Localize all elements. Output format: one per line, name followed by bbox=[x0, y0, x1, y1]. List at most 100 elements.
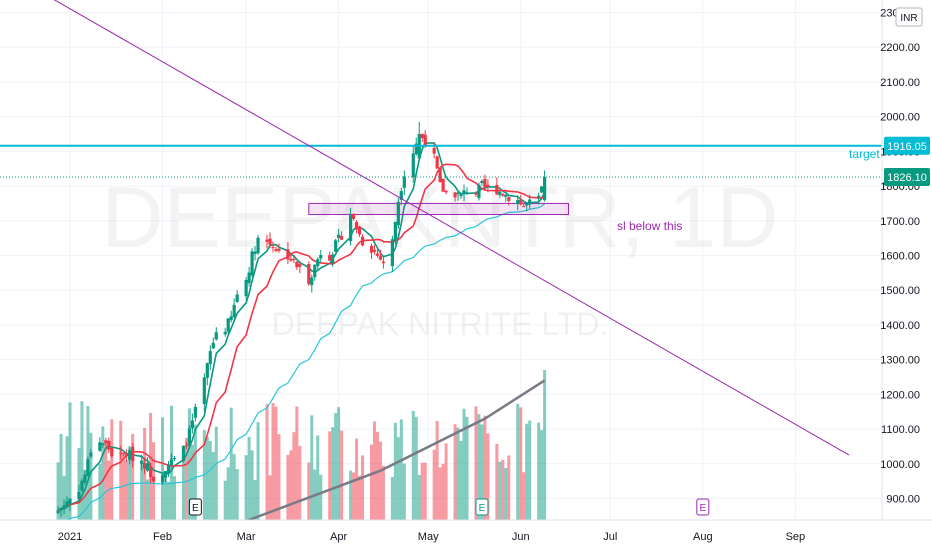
candle bbox=[104, 437, 108, 447]
candle-body bbox=[214, 332, 218, 340]
volume-bar bbox=[543, 370, 547, 520]
volume-bar bbox=[289, 450, 293, 520]
candle-body bbox=[226, 318, 230, 332]
volume-bar bbox=[396, 437, 400, 520]
candle-body bbox=[202, 377, 206, 404]
volume-bar bbox=[68, 402, 72, 520]
candle bbox=[399, 187, 403, 206]
candle bbox=[525, 202, 529, 212]
volume-bar bbox=[420, 462, 424, 520]
candle bbox=[83, 470, 87, 485]
volume-bar bbox=[414, 416, 418, 520]
volume-bar bbox=[352, 472, 356, 520]
candle bbox=[378, 249, 383, 261]
candle bbox=[295, 260, 299, 270]
price-tick-label: 2200.00 bbox=[880, 42, 920, 54]
candle bbox=[166, 461, 171, 477]
candle bbox=[98, 437, 102, 452]
time-tick-label: Aug bbox=[693, 531, 713, 543]
volume-bar bbox=[226, 467, 230, 520]
candle-body bbox=[256, 237, 260, 254]
candle-body bbox=[459, 194, 463, 197]
price-axis[interactable]: 900.00 1000.00 1100.00 1200.00 1300.00 1400.0… bbox=[880, 0, 932, 550]
candle-body bbox=[414, 143, 418, 155]
volume-bar bbox=[441, 463, 445, 520]
candle-body bbox=[381, 261, 386, 264]
candles bbox=[56, 121, 547, 518]
time-axis-bg bbox=[0, 520, 932, 550]
candle bbox=[256, 235, 260, 255]
candle-body bbox=[62, 505, 66, 510]
candle bbox=[184, 441, 189, 449]
candle-body bbox=[504, 194, 508, 197]
volume-bar bbox=[56, 462, 60, 520]
candle bbox=[65, 496, 69, 509]
ma-long-line bbox=[245, 379, 546, 523]
candle-body bbox=[265, 239, 269, 242]
candle bbox=[393, 221, 397, 245]
candle-body bbox=[298, 264, 302, 267]
support-zone[interactable] bbox=[308, 202, 569, 216]
candle-body bbox=[286, 249, 290, 260]
price-label-bg bbox=[884, 168, 930, 187]
annotations: target sl below this bbox=[617, 147, 880, 233]
volume-bar bbox=[83, 469, 87, 520]
volume-bar bbox=[244, 455, 248, 520]
volume-bars bbox=[56, 370, 547, 520]
candle bbox=[540, 186, 544, 194]
candle bbox=[265, 234, 269, 249]
volume-bar bbox=[501, 459, 505, 520]
candle-body bbox=[101, 443, 105, 446]
volume-bar bbox=[229, 407, 233, 520]
candle bbox=[465, 187, 469, 195]
candle bbox=[110, 446, 114, 459]
candle bbox=[119, 445, 123, 460]
time-axis[interactable]: 2021 Feb Mar Apr May Jun Jul Aug Sep bbox=[0, 519, 932, 550]
candle bbox=[483, 174, 487, 190]
candle-body bbox=[83, 474, 87, 483]
candle-body bbox=[337, 234, 341, 238]
candle-body bbox=[77, 492, 81, 499]
candle bbox=[169, 453, 174, 468]
candle bbox=[462, 184, 466, 202]
candle-body bbox=[441, 178, 445, 192]
price-label-bg bbox=[884, 136, 930, 155]
trendline[interactable] bbox=[40, 0, 850, 456]
candle-body bbox=[190, 420, 194, 429]
candle-body bbox=[235, 294, 239, 303]
volume-bar bbox=[250, 450, 254, 520]
candle bbox=[181, 445, 186, 463]
candle-body bbox=[187, 428, 191, 446]
volume-bar bbox=[498, 461, 502, 520]
candle-body bbox=[525, 203, 529, 206]
price-tick-label: 2100.00 bbox=[880, 77, 920, 89]
candle-body bbox=[396, 201, 400, 226]
volume-bar bbox=[319, 474, 323, 520]
volume-bar bbox=[167, 481, 171, 520]
candle bbox=[411, 146, 415, 183]
volume-bar bbox=[432, 449, 436, 520]
horizontal-levels[interactable] bbox=[0, 144, 882, 178]
candle-body bbox=[128, 450, 132, 460]
candle-body bbox=[456, 192, 460, 195]
volume-bar bbox=[483, 415, 487, 520]
volume-bar bbox=[528, 420, 532, 520]
candle-body bbox=[495, 184, 499, 195]
volume-bar bbox=[462, 408, 466, 520]
candle-body bbox=[295, 261, 299, 268]
candle-body bbox=[232, 304, 236, 318]
time-tick-label: Feb bbox=[153, 531, 172, 543]
volume-bar bbox=[340, 430, 344, 520]
volume-bar bbox=[187, 408, 191, 520]
candle bbox=[107, 437, 111, 454]
volume-bar bbox=[390, 476, 394, 520]
price-tick-label: 900.00 bbox=[886, 493, 920, 505]
watermark: DEEPAKNTR, 1D DEEPAK NITRITE LTD. bbox=[102, 170, 779, 342]
volume-bar bbox=[89, 432, 93, 520]
candle bbox=[89, 449, 93, 459]
volume-bar bbox=[307, 462, 311, 520]
candle-body bbox=[247, 272, 251, 283]
time-tick-label: Jun bbox=[512, 531, 530, 543]
